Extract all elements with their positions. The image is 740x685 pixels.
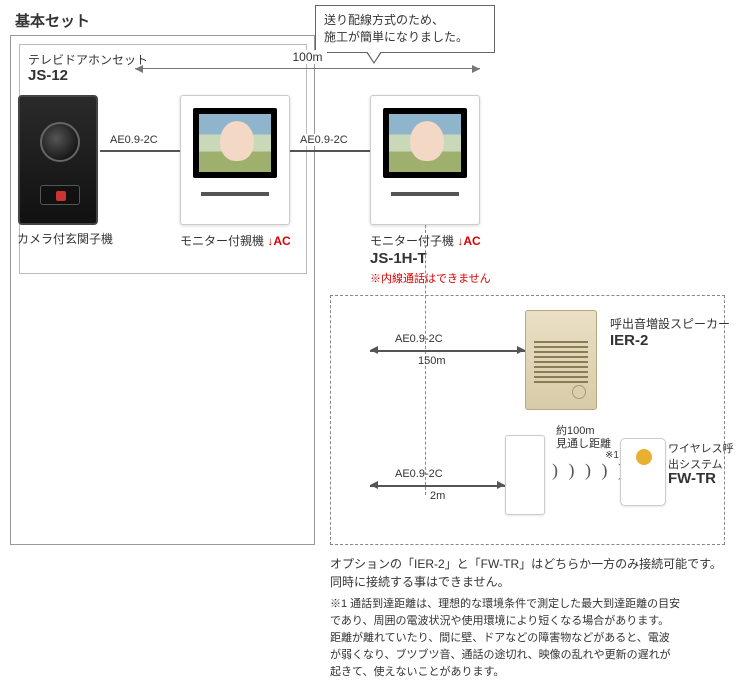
basic-set-title: 基本セット bbox=[15, 10, 90, 31]
wire-to-fw bbox=[370, 485, 505, 487]
fw-caption: ワイヤレス呼出システム bbox=[668, 440, 738, 472]
ier-speaker-unit bbox=[525, 310, 597, 410]
main-model-label: JS-12 bbox=[28, 67, 68, 84]
fw-model: FW-TR bbox=[668, 470, 716, 487]
cable-label-fw: AE0.9-2C bbox=[395, 468, 443, 480]
dimension-100m: 100m bbox=[135, 68, 480, 69]
fw-receiver-unit bbox=[620, 438, 666, 506]
monitor-sub-unit bbox=[370, 95, 480, 225]
monitor-sub-note: ※内線通話はできません bbox=[370, 270, 491, 286]
arrow-icon bbox=[517, 346, 525, 354]
camera-door-unit: カメラ付玄関子機 bbox=[18, 95, 98, 225]
footer-ref1: ※1 通話到達距離は、理想的な環境条件で測定した最大到達距離の目安 であり、周囲… bbox=[330, 596, 730, 681]
radio-waves-icon: ) ) ) ) ) bbox=[552, 460, 627, 481]
arrow-icon bbox=[370, 346, 378, 354]
cable-label-main-sub: AE0.9-2C bbox=[298, 134, 350, 146]
monitor-sub-model: JS-1H-T bbox=[370, 250, 427, 267]
monitor-main-unit bbox=[180, 95, 290, 225]
wiring-note-balloon: 送り配線方式のため、 施工が簡単になりました。 bbox=[315, 5, 495, 53]
monitor-screen-icon bbox=[193, 108, 277, 178]
wire-main-sub bbox=[290, 150, 370, 152]
fw-air-distance: 約100m 見通し距離 bbox=[556, 425, 611, 451]
wire-to-ier bbox=[370, 350, 525, 352]
monitor-sub-label: モニター付子機 bbox=[370, 234, 454, 248]
fw-transmitter-unit bbox=[505, 435, 545, 515]
cable-label-ier: AE0.9-2C bbox=[395, 333, 443, 345]
monitor-screen-icon bbox=[383, 108, 467, 178]
ier-caption: 呼出音増設スピーカー bbox=[610, 315, 730, 332]
cable-label-door-main: AE0.9-2C bbox=[108, 134, 160, 146]
ac-mark-main: ↓AC bbox=[267, 234, 290, 248]
footer-option-note: オプションの「IER-2」と「FW-TR」はどちらか一方のみ接続可能です。 同時… bbox=[330, 555, 730, 591]
distance-fw-wire: 2m bbox=[430, 490, 445, 502]
ac-mark-sub: ↓AC bbox=[457, 234, 480, 248]
fw-ref-mark: ※1 bbox=[605, 450, 619, 461]
door-unit-body bbox=[18, 95, 98, 225]
door-unit-caption: カメラ付玄関子機 bbox=[10, 230, 120, 247]
diagram-canvas: 基本セット 送り配線方式のため、 施工が簡単になりました。 テレビドアホンセット… bbox=[0, 0, 740, 685]
ier-model: IER-2 bbox=[610, 332, 648, 349]
distance-ier: 150m bbox=[418, 355, 446, 367]
camera-lens-icon bbox=[40, 122, 80, 162]
monitor-main-label: モニター付親機 bbox=[180, 234, 264, 248]
door-call-button-icon bbox=[40, 185, 80, 205]
doorphone-set-label: テレビドアホンセット bbox=[28, 51, 148, 68]
monitor-main-caption: モニター付親機 ↓AC bbox=[180, 232, 291, 249]
arrow-icon bbox=[370, 481, 378, 489]
dimension-100m-label: 100m bbox=[288, 50, 326, 64]
wire-door-main bbox=[100, 150, 180, 152]
arrow-icon bbox=[497, 481, 505, 489]
